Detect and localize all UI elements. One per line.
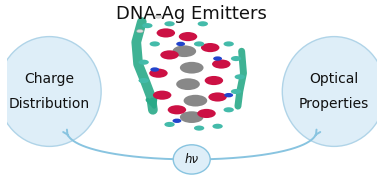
Circle shape xyxy=(213,56,222,61)
Circle shape xyxy=(156,28,175,38)
Text: Distribution: Distribution xyxy=(9,97,90,111)
Ellipse shape xyxy=(282,37,378,146)
Circle shape xyxy=(136,29,143,33)
Circle shape xyxy=(168,105,186,114)
Circle shape xyxy=(155,15,162,18)
Circle shape xyxy=(223,107,234,112)
Ellipse shape xyxy=(0,37,101,146)
Circle shape xyxy=(150,67,159,72)
Circle shape xyxy=(180,62,203,74)
Circle shape xyxy=(150,41,160,46)
Circle shape xyxy=(212,124,223,129)
Text: Charge: Charge xyxy=(25,72,74,86)
Text: DNA-Ag Emitters: DNA-Ag Emitters xyxy=(116,5,267,23)
Circle shape xyxy=(194,41,204,46)
Circle shape xyxy=(179,32,197,41)
Circle shape xyxy=(160,50,179,59)
Circle shape xyxy=(224,93,233,97)
Circle shape xyxy=(153,91,171,100)
Circle shape xyxy=(149,69,168,78)
Circle shape xyxy=(142,23,153,28)
Circle shape xyxy=(184,95,207,107)
Circle shape xyxy=(235,74,245,79)
Circle shape xyxy=(180,111,203,123)
Circle shape xyxy=(223,41,234,46)
Circle shape xyxy=(138,78,149,83)
Circle shape xyxy=(231,89,241,94)
Circle shape xyxy=(164,21,175,26)
Circle shape xyxy=(197,109,216,118)
Circle shape xyxy=(198,21,208,26)
Text: Properties: Properties xyxy=(299,97,369,111)
Ellipse shape xyxy=(173,145,210,174)
Circle shape xyxy=(204,76,223,85)
Circle shape xyxy=(172,45,196,57)
Circle shape xyxy=(176,42,185,46)
Circle shape xyxy=(172,119,181,123)
Circle shape xyxy=(231,56,241,61)
Circle shape xyxy=(164,122,175,127)
Circle shape xyxy=(201,43,220,52)
Circle shape xyxy=(212,59,231,69)
Circle shape xyxy=(138,60,149,65)
Circle shape xyxy=(208,92,227,102)
Circle shape xyxy=(176,78,200,90)
Circle shape xyxy=(194,126,204,131)
Text: hν: hν xyxy=(185,153,199,166)
Text: Optical: Optical xyxy=(310,72,359,86)
